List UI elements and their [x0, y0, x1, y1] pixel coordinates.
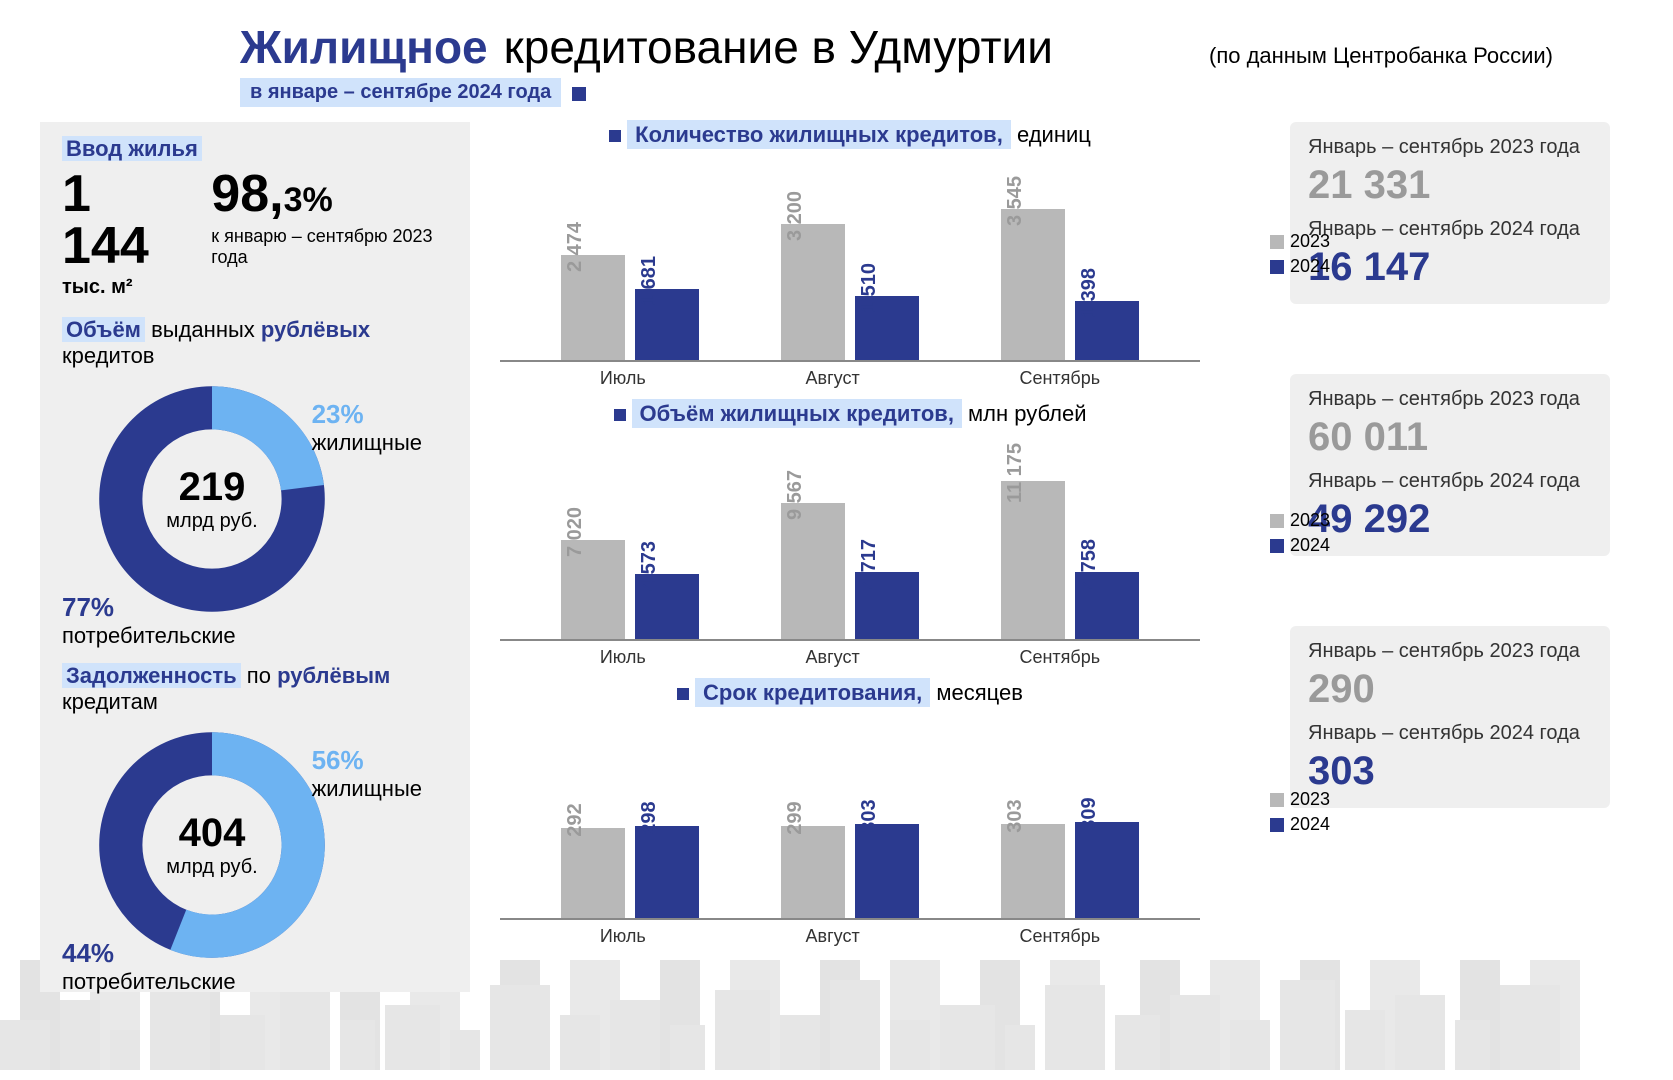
mid-panel: Количество жилищных кредитов, единиц 202… — [500, 122, 1200, 992]
bar-group: 303 309 — [1001, 822, 1139, 918]
donut1-seg-a-label: жилищные — [312, 430, 422, 455]
card1-value-2024: 16 147 — [1308, 245, 1592, 290]
donut1: 219 млрд руб. 23% жилищные 77% потребите… — [92, 379, 332, 619]
bar-2024: 1 398 — [1075, 301, 1139, 360]
bar-2024: 303 — [855, 824, 919, 918]
bar-2023: 299 — [781, 826, 845, 918]
chart-legend: 2023 2024 — [1270, 789, 1330, 839]
bar-group: 299 303 — [781, 824, 919, 918]
x-label: Август — [806, 368, 860, 389]
bar-2024: 4 573 — [635, 574, 699, 639]
bar-2023: 3 200 — [781, 224, 845, 360]
x-label: Август — [806, 647, 860, 668]
bar-2024: 298 — [635, 826, 699, 918]
card2-label-2024: Январь – сентябрь 2024 года — [1308, 470, 1592, 493]
card2-value-2023: 60 011 — [1308, 415, 1592, 460]
bar-2023: 292 — [561, 828, 625, 918]
period-dot-icon — [572, 87, 586, 101]
card3-value-2023: 290 — [1308, 667, 1592, 712]
x-label: Июль — [600, 926, 646, 947]
bar-2024: 1 681 — [635, 289, 699, 360]
bar-group: 3 545 1 398 — [1001, 209, 1139, 360]
bar-group: 292 298 — [561, 826, 699, 918]
donut2: 404 млрд руб. 56% жилищные 44% потребите… — [92, 725, 332, 965]
card3-label-2023: Январь – сентябрь 2023 года — [1308, 640, 1592, 663]
donut1-center-value: 219 — [166, 465, 257, 510]
donut2-seg-b-label: потребительские — [62, 969, 236, 994]
bar-group: 3 200 1 510 — [781, 224, 919, 360]
bar-2024: 4 717 — [855, 572, 919, 639]
x-label: Июль — [600, 647, 646, 668]
summary-card-1: Январь – сентябрь 2023 года 21 331 Январ… — [1290, 122, 1610, 304]
bar-2023: 9 567 — [781, 503, 845, 639]
chart-legend: 2023 2024 — [1270, 231, 1330, 281]
bar-2023: 3 545 — [1001, 209, 1065, 360]
bar-2024: 1 510 — [855, 296, 919, 360]
bar-2024: 309 — [1075, 822, 1139, 918]
bar-2024: 4 758 — [1075, 572, 1139, 639]
card1-label-2023: Январь – сентябрь 2023 года — [1308, 136, 1592, 159]
summary-card-3: Январь – сентябрь 2023 года 290 Январь –… — [1290, 626, 1610, 808]
title-rest: кредитование в Удмуртии — [504, 20, 1053, 74]
card3-value-2024: 303 — [1308, 749, 1592, 794]
chart3: Срок кредитования, месяцев 2023 2024 292… — [500, 680, 1200, 947]
bar-2023: 303 — [1001, 824, 1065, 918]
donut2-center-unit: млрд руб. — [166, 856, 257, 879]
donut1-seg-a-pct: 23% — [312, 399, 364, 429]
chart1: Количество жилищных кредитов, единиц 202… — [500, 122, 1200, 389]
period-box: в январе – сентябре 2024 года — [240, 78, 561, 107]
bar-2023: 7 020 — [561, 540, 625, 639]
bar-group: 2 474 1 681 — [561, 255, 699, 360]
right-panel: Январь – сентябрь 2023 года 21 331 Январ… — [1290, 122, 1610, 992]
card1-value-2023: 21 331 — [1308, 163, 1592, 208]
donut2-header: Задолженность по рублёвым кредитам — [62, 663, 452, 715]
card2-value-2024: 49 292 — [1308, 497, 1592, 542]
x-label: Август — [806, 926, 860, 947]
donut2-seg-b-pct: 44% — [62, 938, 114, 968]
chart2: Объём жилищных кредитов, млн рублей 2023… — [500, 401, 1200, 668]
donut2-center-value: 404 — [166, 811, 257, 856]
housing-unit: тыс. м² — [62, 276, 181, 299]
x-label: Сентябрь — [1019, 926, 1100, 947]
donut2-seg-a-pct: 56% — [312, 745, 364, 775]
x-label: Сентябрь — [1019, 647, 1100, 668]
pct-value: 98,3% — [211, 168, 452, 220]
chart-legend: 2023 2024 — [1270, 510, 1330, 560]
housing-intro-label: Ввод жилья — [62, 136, 202, 161]
donut1-center-unit: млрд руб. — [166, 510, 257, 533]
pct-note: к январю – сентябрю 2023 года — [211, 226, 452, 268]
donut2-seg-a-label: жилищные — [312, 776, 422, 801]
left-panel: Ввод жилья 1 144 тыс. м² 98,3% к январю … — [40, 122, 470, 992]
x-label: Сентябрь — [1019, 368, 1100, 389]
donut1-seg-b-label: потребительские — [62, 623, 236, 648]
donut1-seg-b-pct: 77% — [62, 592, 114, 622]
bar-2023: 2 474 — [561, 255, 625, 360]
card1-label-2024: Январь – сентябрь 2024 года — [1308, 218, 1592, 241]
donut1-header: Объём выданных рублёвых кредитов — [62, 317, 452, 369]
bar-group: 11 175 4 758 — [1001, 481, 1139, 639]
bar-group: 9 567 4 717 — [781, 503, 919, 639]
x-label: Июль — [600, 368, 646, 389]
bar-group: 7 020 4 573 — [561, 540, 699, 639]
title-strong: Жилищное — [240, 20, 488, 74]
card3-label-2024: Январь – сентябрь 2024 года — [1308, 722, 1592, 745]
bar-2023: 11 175 — [1001, 481, 1065, 639]
title-source-note: (по данным Центробанка России) — [1209, 43, 1553, 69]
housing-value: 1 144 — [62, 168, 181, 272]
summary-card-2: Январь – сентябрь 2023 года 60 011 Январ… — [1290, 374, 1610, 556]
card2-label-2023: Январь – сентябрь 2023 года — [1308, 388, 1592, 411]
